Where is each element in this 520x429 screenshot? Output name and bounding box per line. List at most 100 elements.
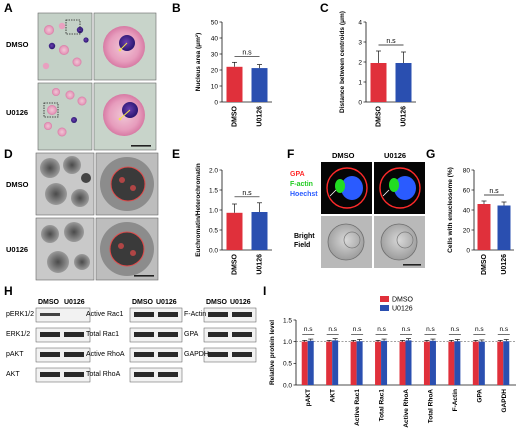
blot-group-2: DMSO U0126 Active Rac1 Total Rac1 Active…: [86, 299, 183, 383]
column-label-u0126-f: U0126: [384, 151, 406, 160]
bar-G-u0126: [497, 205, 511, 250]
x-tick-label-G-dmso: DMSO: [481, 253, 488, 275]
x-tick-label-E-u0126: U0126: [257, 254, 264, 275]
bar-I-gpa-dmso: [472, 341, 479, 385]
bar-C-dmso: [370, 63, 387, 102]
blot-group-1: DMSO U0126 pERK1/2 ERK1/2 pAKT AKT: [6, 299, 91, 383]
bright-field-image-dmso: [321, 216, 372, 268]
panel-letter-d: D: [4, 147, 13, 161]
blot-label-total-rac1: Total Rac1: [86, 331, 119, 338]
bar-I-active-rhoa-u0126: [405, 340, 412, 385]
label-bright-field-2: Field: [294, 242, 310, 249]
row-label-dmso-a: DMSO: [6, 40, 29, 49]
x-tick-label-B-dmso: DMSO: [232, 105, 239, 127]
y-axis-label-B: Nucleus area (μm²): [195, 33, 202, 92]
bar-I-pakt-dmso: [301, 341, 308, 385]
micrograph-d-dmso-zoom: [95, 152, 159, 216]
fluorescence-image-u0126: [374, 162, 425, 214]
micrograph-a-dmso-field: [37, 12, 93, 81]
panel-letter-a: A: [4, 1, 13, 15]
legend-label-gpa: GPA: [290, 171, 305, 178]
legend-label-hoechst: Hoechst: [290, 191, 318, 198]
bright-field-image-u0126: [374, 216, 425, 268]
blot-header-dmso-3: DMSO: [206, 299, 228, 306]
blot-label-pakt: pAKT: [6, 351, 24, 358]
bar-B-u0126: [251, 68, 268, 102]
y-tick-label-E-4: 2.0: [209, 167, 218, 174]
x-tick-label-I-4: Active RhoA: [403, 389, 410, 428]
x-tick-label-E-dmso: DMSO: [232, 253, 239, 275]
bar-I-total-rac1-dmso: [375, 341, 382, 385]
bar-I-gapdh-u0126: [503, 341, 510, 385]
panel-letter-c: C: [320, 1, 329, 15]
significance-label-E: n.s: [242, 190, 252, 197]
bar-I-total-rac1-u0126: [381, 340, 388, 385]
row-label-u0126-d: U0126: [6, 245, 28, 254]
blot-header-u0126-1: U0126: [64, 299, 85, 306]
micrograph-d-u0126-zoom: [95, 217, 159, 281]
x-tick-label-G-u0126: U0126: [501, 254, 508, 275]
blot-header-u0126-2: U0126: [156, 299, 177, 306]
legend-swatch-dmso: [380, 296, 389, 302]
significance-label-G: n.s: [489, 188, 499, 195]
micrograph-d-dmso-field: [35, 152, 95, 216]
bar-I-gapdh-dmso: [497, 341, 504, 385]
panel-letter-f: F: [287, 147, 294, 161]
significance-label-B: n.s: [242, 49, 252, 56]
bar-C-u0126: [395, 63, 412, 102]
y-axis-label-E: Euchromatin/Heterochromatin: [195, 163, 202, 257]
significance-label-I-0: n.s: [304, 326, 313, 333]
bar-G-dmso: [477, 204, 491, 250]
micrograph-a-dmso-zoom: [93, 12, 157, 81]
bar-I-active-rac1-dmso: [350, 341, 357, 385]
x-tick-label-I-3: Total Rac1: [379, 389, 386, 422]
x-tick-label-I-0: pAKT: [305, 389, 312, 406]
bar-I-akt-u0126: [332, 340, 339, 385]
x-tick-label-I-1: AKT: [330, 389, 337, 402]
blot-label-perk: pERK1/2: [6, 311, 34, 318]
label-bright-field-1: Bright: [294, 233, 315, 240]
blot-label-factin: F-Actin: [184, 311, 206, 318]
y-tick-label-B-4: 40: [211, 35, 219, 42]
bar-E-u0126: [251, 212, 268, 250]
x-tick-label-I-2: Active Rac1: [354, 389, 361, 426]
blot-header-u0126-3: U0126: [230, 299, 251, 306]
significance-label-I-6: n.s: [451, 326, 460, 333]
blot-label-erk: ERK1/2: [6, 331, 30, 338]
blot-header-dmso-1: DMSO: [38, 299, 60, 306]
y-tick-label-I-3: 1.5: [283, 317, 292, 324]
micrograph-a-u0126-field: [37, 82, 93, 151]
bar-I-active-rac1-u0126: [356, 341, 363, 385]
y-tick-label-I-0: 0.0: [283, 382, 292, 389]
x-tick-label-I-6: F-Actin: [452, 389, 459, 411]
row-label-u0126-a: U0126: [6, 108, 28, 117]
significance-label-I-2: n.s: [353, 326, 362, 333]
column-label-dmso-f: DMSO: [332, 151, 355, 160]
panel-letter-h: H: [4, 284, 13, 298]
bar-I-pakt-u0126: [307, 340, 314, 385]
bar-B-dmso: [226, 66, 243, 102]
y-tick-label-G-2: 40: [463, 207, 471, 214]
panel-letter-e: E: [172, 147, 180, 161]
significance-label-I-8: n.s: [499, 326, 508, 333]
x-tick-label-C-dmso: DMSO: [376, 105, 383, 127]
y-tick-label-I-2: 1.0: [283, 339, 292, 346]
panel-letter-i: I: [263, 284, 266, 298]
significance-label-I-4: n.s: [402, 326, 411, 333]
legend-label-u0126: U0126: [392, 306, 413, 313]
significance-label-I-7: n.s: [475, 326, 484, 333]
legend-label-dmso: DMSO: [392, 297, 414, 304]
bar-I-total-rhoa-u0126: [429, 340, 436, 385]
y-tick-label-G-0: 0: [466, 247, 470, 254]
x-tick-label-C-u0126: U0126: [401, 106, 408, 127]
y-tick-label-E-1: 0.5: [209, 227, 218, 234]
y-tick-label-C-3: 3: [358, 39, 362, 46]
micrograph-d-u0126-field: [35, 217, 95, 281]
blot-label-gapdh: GAPDH: [184, 351, 209, 358]
bar-I-active-rhoa-dmso: [399, 341, 406, 385]
row-label-dmso-d: DMSO: [6, 180, 29, 189]
y-tick-label-B-0: 0: [214, 99, 218, 106]
blot-label-active-rhoa: Active RhoA: [86, 351, 125, 358]
